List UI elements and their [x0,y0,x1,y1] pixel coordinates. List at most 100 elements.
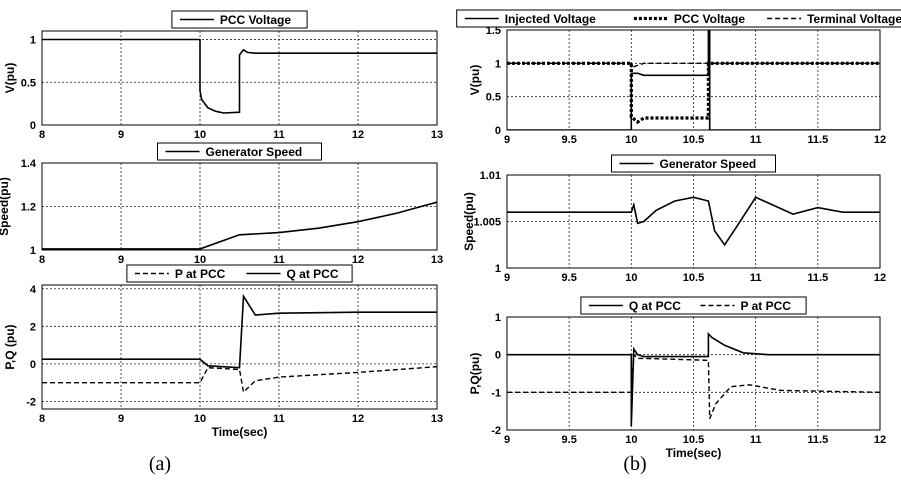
chart-b2: 9 9.5 10 10.5 11 11.5 12 1 1.005 1.01 Speed(pu) Gen… [462,154,886,284]
x-axis-label: Time(sec) [666,446,722,460]
y-tick-label: 0.5 [21,77,36,89]
plot-frame [41,30,438,126]
series-b1-2 [507,62,880,68]
series-a2-0 [42,201,437,250]
x-tick-label: 9.5 [562,272,577,284]
x-tick-label: 8 [39,129,45,141]
y-tick-label: 0 [30,120,36,132]
x-tick-label: 10.5 [683,134,704,146]
x-tick-label: 11 [750,434,762,446]
x-tick-label: 11 [750,134,762,146]
y-tick-label: 1 [30,245,36,257]
x-tick-label: 9 [504,434,510,446]
chart-b3: 9 9.5 10 10.5 11 11.5 12 -2 -1 0 1 P,Q(pu) Time(sec)… [468,296,886,460]
y-tick-label: 1 [495,263,501,275]
caption-a: (a) [149,453,171,475]
plot-frame [506,29,881,131]
x-tick-label: 12 [352,254,364,266]
y-tick-label: 1.2 [21,202,36,214]
x-tick-label: 11.5 [807,134,828,146]
y-tick-label: 1.5 [486,25,501,37]
x-tick-label: 11 [273,254,285,266]
caption-b: (b) [623,453,646,475]
x-tick-label: 10 [625,434,637,446]
y-tick-label: 1 [495,58,501,70]
x-tick-label: 12 [874,272,886,284]
x-tick-label: 9 [118,254,124,266]
legend-label: Q at PCC [629,299,681,313]
legend-label: P at PCC [741,299,792,313]
legend-label: PCC Voltage [674,12,745,26]
series-b1-1 [507,61,880,124]
x-tick-label: 12 [352,129,364,141]
series-a3-0 [42,366,437,394]
legend: Generator Speed [157,142,322,161]
legend-box [126,264,353,283]
y-tick-label: 0 [495,350,501,362]
legend-label: Terminal Voltage [807,12,901,26]
x-tick-label: 12 [874,434,886,446]
x-tick-label: 10 [625,134,637,146]
y-tick-label: 2 [30,321,36,333]
series-b3-0 [507,331,880,427]
y-tick-label: 1.005 [473,217,501,229]
x-tick-label: 11 [273,413,285,425]
y-tick-label: 1 [495,312,501,324]
plot-frame [41,162,438,251]
x-tick-label: 10 [194,254,206,266]
y-tick-label: -2 [491,425,501,437]
series-a3-1 [42,293,437,369]
plot-frame [506,316,881,431]
y-tick-label: 0.5 [486,92,501,104]
y-axis-label: P,Q (pu) [3,324,17,369]
x-tick-label: 11.5 [807,272,828,284]
x-tick-label: 9 [118,129,124,141]
x-tick-label: 9 [504,272,510,284]
legend: PCC Voltage [171,10,308,29]
y-tick-label: -1 [491,387,501,399]
legend-box [580,296,807,315]
legend-label: Generator Speed [660,157,757,171]
x-tick-label: 10.5 [683,272,704,284]
y-tick-label: 1.4 [21,158,37,170]
legend: Q at PCC P at PCC [580,296,807,315]
y-axis-label: Speed(pu) [462,192,476,251]
plot-frame [506,174,881,269]
chart-b1: 9 9.5 10 10.5 11 11.5 1200.511.5V(pu)Injected … [456,9,901,146]
x-tick-label: 9.5 [562,434,577,446]
legend-box [157,142,322,161]
legend-box [456,9,901,28]
y-tick-label: 0 [495,125,501,137]
x-tick-label: 13 [431,129,443,141]
x-tick-label: 9.5 [562,134,577,146]
legend-label: P at PCC [175,267,226,281]
series-a1-0 [42,38,437,114]
y-axis-label: Speed(pu) [0,177,11,236]
series-b3-1 [507,353,880,419]
y-tick-label: 0 [30,359,36,371]
x-tick-label: 12 [874,134,886,146]
y-tick-label: 1.01 [480,170,501,182]
x-tick-label: 8 [39,413,45,425]
x-tick-label: 11 [273,129,285,141]
plot-frame [41,284,438,410]
x-tick-label: 12 [352,413,364,425]
legend: Generator Speed [611,154,776,173]
legend: Injected Voltage PCC Voltage Terminal Volt… [456,9,901,28]
x-axis-label: Time(sec) [212,425,268,439]
chart-a2: 8 9 10 11 12 13 1 1.2 1.4 Speed(pu) Generator Spee… [0,142,443,266]
y-axis-label: V(pu) [3,63,17,94]
legend: P at PCC Q at PCC [126,264,353,283]
x-tick-label: 8 [39,254,45,266]
chart-a1: 8 9 10 11 12 13 0 0.5 1 V(pu) PCC Voltage [3,10,443,141]
y-axis-label: P,Q(pu) [468,353,482,395]
legend-label: Generator Speed [206,145,303,159]
x-tick-label: 13 [431,254,443,266]
legend-label: Q at PCC [287,267,339,281]
legend-box [171,10,308,29]
x-tick-label: 10 [194,413,206,425]
y-axis-label: V(pu) [468,65,482,96]
x-tick-label: 10.5 [683,434,704,446]
legend-box [611,154,776,173]
